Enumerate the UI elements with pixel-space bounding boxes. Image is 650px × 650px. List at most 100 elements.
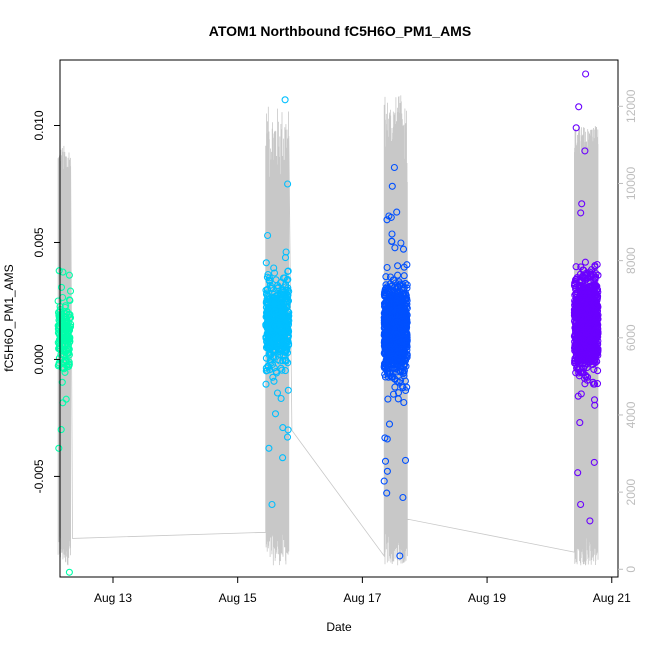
data-point — [65, 568, 73, 576]
data-point — [572, 290, 580, 298]
plot-frame — [59, 59, 619, 578]
data-point — [381, 457, 390, 465]
y2-tick-label: 2000 — [624, 478, 638, 505]
data-point — [267, 296, 275, 304]
data-point — [589, 271, 598, 279]
data-point — [577, 263, 585, 271]
data-point — [388, 323, 397, 331]
data-point — [273, 389, 282, 397]
data-point — [264, 271, 272, 279]
data-point — [264, 330, 272, 338]
data-point — [577, 350, 585, 358]
data-point — [403, 261, 411, 269]
data-point — [580, 284, 588, 293]
data-point — [581, 147, 589, 155]
y-axis-left: -0.005 0.000 0.005 0.010 — [32, 110, 60, 493]
data-point — [394, 389, 403, 397]
data-point — [592, 351, 600, 359]
data-point — [281, 254, 290, 262]
data-point — [278, 326, 286, 335]
data-point — [283, 276, 291, 284]
data-point — [402, 386, 410, 395]
data-point — [65, 271, 73, 279]
data-point — [571, 342, 579, 350]
data-point — [54, 297, 62, 305]
data-point — [574, 312, 582, 320]
data-point — [384, 395, 392, 403]
data-point — [579, 315, 587, 323]
data-point — [403, 383, 411, 391]
y2-tick-label: 12000 — [624, 89, 638, 123]
data-point — [384, 355, 392, 363]
data-point — [584, 373, 592, 381]
data-point — [394, 262, 402, 270]
data-point — [269, 373, 277, 381]
data-point — [281, 96, 289, 104]
data-point — [586, 517, 594, 525]
y-tick-label: -0.005 — [32, 459, 46, 493]
y-tick-label: 0.010 — [32, 110, 46, 140]
data-point — [590, 458, 598, 466]
data-point — [270, 264, 278, 272]
data-point — [575, 103, 583, 111]
data-point — [393, 208, 401, 216]
data-point — [590, 280, 598, 288]
data-point — [283, 433, 292, 441]
data-point — [384, 287, 393, 295]
scatter-points — [54, 70, 602, 576]
data-point — [586, 327, 594, 335]
data-point — [62, 395, 70, 403]
data-point — [398, 368, 407, 376]
data-point — [265, 334, 273, 342]
data-point — [265, 444, 273, 452]
data-point — [401, 294, 409, 302]
data-point — [592, 333, 600, 341]
data-point — [591, 302, 599, 310]
data-point — [572, 346, 580, 354]
altitude-trace — [57, 95, 599, 566]
data-point — [399, 330, 407, 338]
data-point — [403, 304, 411, 312]
data-point — [385, 212, 393, 220]
data-point — [262, 367, 270, 375]
data-point — [393, 355, 401, 363]
data-point — [590, 329, 598, 337]
data-point — [399, 493, 407, 502]
data-point — [401, 456, 410, 464]
data-point — [578, 200, 586, 208]
data-point — [583, 360, 591, 368]
y2-tick-label: 8000 — [624, 247, 638, 274]
data-point — [55, 267, 63, 275]
data-point — [264, 323, 272, 331]
data-point — [391, 244, 399, 252]
data-point — [577, 500, 585, 509]
data-point — [282, 357, 290, 365]
data-point — [401, 339, 409, 347]
data-point — [398, 357, 406, 365]
data-point — [591, 262, 599, 270]
data-point — [270, 345, 278, 353]
data-point — [570, 311, 578, 319]
data-point — [266, 316, 274, 325]
data-point — [273, 323, 282, 331]
data-point — [284, 386, 292, 394]
data-point — [575, 346, 583, 354]
data-point — [383, 216, 391, 224]
data-point — [274, 281, 282, 290]
data-point — [574, 322, 582, 330]
data-point — [391, 383, 399, 391]
data-point — [262, 259, 270, 267]
data-point — [581, 274, 589, 282]
data-point — [587, 334, 595, 342]
data-point — [593, 380, 602, 388]
data-point — [270, 269, 279, 277]
data-point — [267, 356, 275, 364]
data-point — [383, 489, 391, 497]
data-point — [380, 349, 388, 357]
y2-tick-label: 6000 — [624, 324, 638, 351]
data-point — [594, 311, 602, 319]
x-axis-label: Date — [326, 620, 352, 634]
data-point — [274, 356, 282, 364]
series-3 — [380, 163, 411, 560]
